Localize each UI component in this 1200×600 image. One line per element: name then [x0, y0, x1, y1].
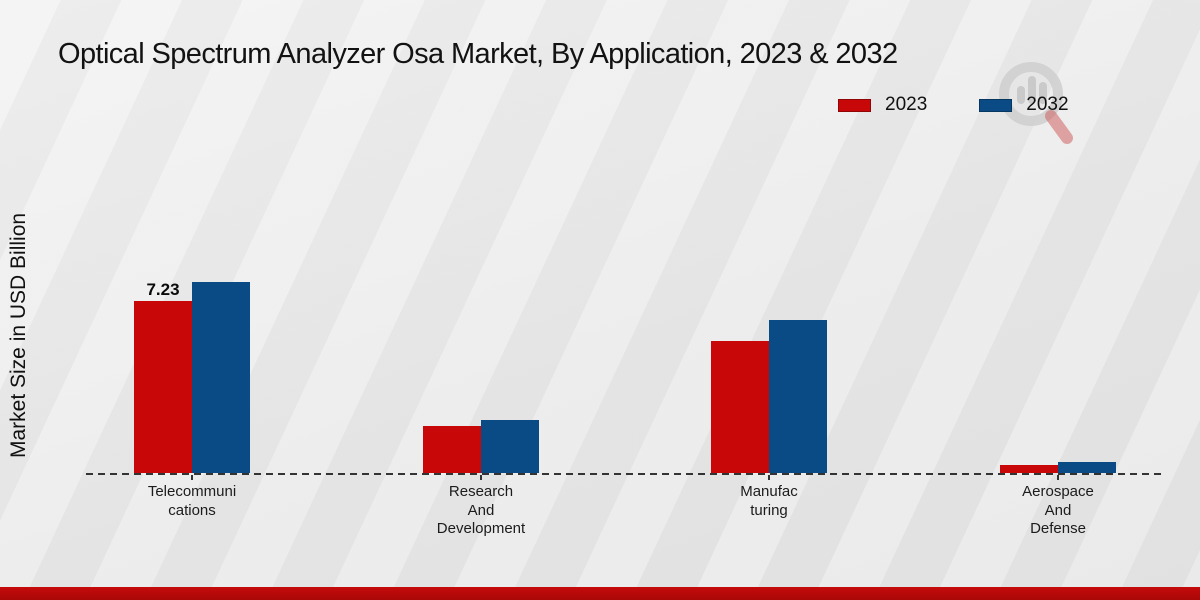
x-axis-tick-telecommunications	[191, 475, 193, 480]
category-label-line: Development	[436, 520, 526, 537]
x-axis-tick-research-and-development	[480, 475, 482, 480]
legend-swatch-2023	[838, 98, 871, 112]
bar-2032-research-and-development	[481, 420, 539, 473]
magnifier-bar-chart-logo-icon	[995, 58, 1081, 155]
bar-2023-telecommunications	[134, 301, 192, 473]
bar-2032-telecommunications	[192, 282, 250, 473]
x-axis-tick-manufacturing	[768, 475, 770, 480]
footer-red-band	[0, 587, 1200, 600]
bar-2023-aerospace-and-defense	[1000, 465, 1058, 473]
category-label-line: Aerospace	[1022, 483, 1094, 500]
chart-title: Optical Spectrum Analyzer Osa Market, By…	[58, 38, 898, 70]
x-axis-dashed-line	[86, 473, 1164, 475]
category-label-line: Research	[448, 483, 514, 500]
bar-2032-manufacturing	[769, 320, 827, 473]
bar-2023-manufacturing	[711, 341, 769, 473]
x-axis-tick-aerospace-and-defense	[1057, 475, 1059, 480]
bar-2023-research-and-development	[423, 426, 481, 473]
category-label-aerospace-and-defense: Aerospace And Defense	[968, 483, 1148, 539]
legend-item-2023: 2023	[838, 94, 927, 116]
category-label-line: And	[467, 501, 495, 519]
category-label-line: turing	[750, 501, 788, 519]
y-axis-label: Market Size in USD Billion	[7, 212, 30, 458]
category-label-telecommunications: Telecommuni cations	[102, 483, 282, 520]
category-label-research-and-development: Research And Development	[391, 483, 571, 539]
legend-label-2032: 2032	[1026, 94, 1069, 115]
category-label-line: cations	[168, 501, 216, 519]
category-label-line: Defense	[1030, 520, 1086, 537]
legend-swatch-2032	[979, 98, 1013, 112]
category-label-manufacturing: Manufac turing	[679, 483, 859, 520]
legend: 2023 2032	[838, 94, 1069, 116]
bar-value-label: 7.23	[146, 280, 180, 299]
legend-item-2032: 2032	[979, 94, 1069, 116]
legend-label-2023: 2023	[885, 94, 928, 115]
category-label-line: Manufac	[740, 483, 798, 500]
bar-2032-aerospace-and-defense	[1058, 462, 1116, 473]
category-label-line: And	[1044, 501, 1072, 519]
category-label-line: Telecommuni	[147, 483, 237, 500]
